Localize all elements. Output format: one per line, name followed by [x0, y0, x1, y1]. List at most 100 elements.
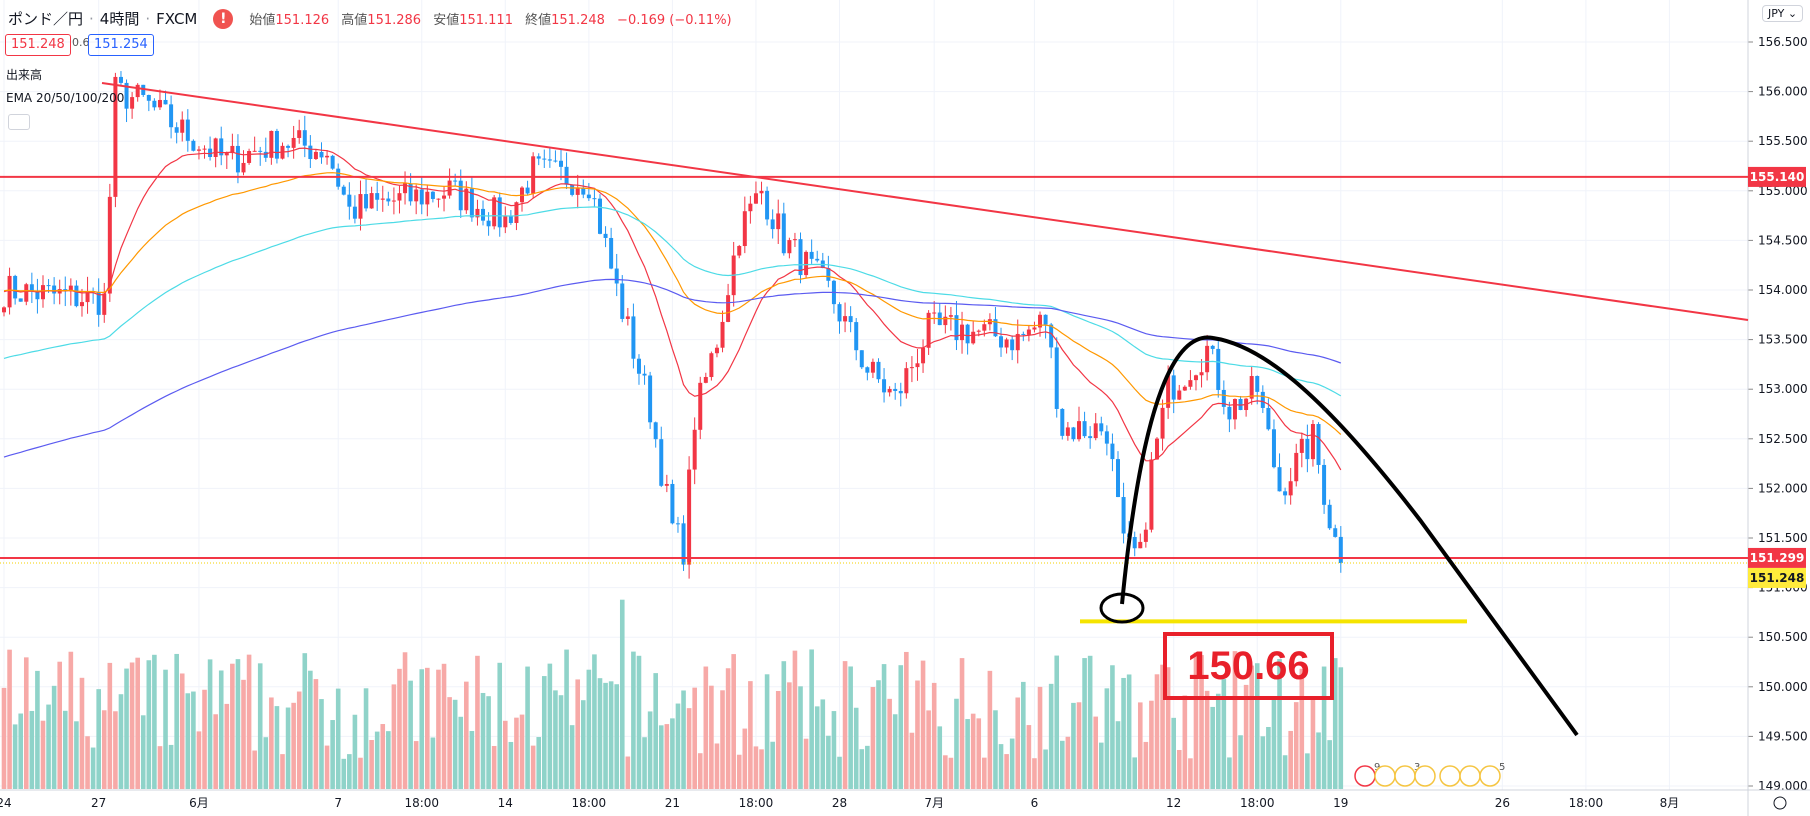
candle-body — [1210, 345, 1215, 349]
volume-bar — [909, 732, 915, 789]
volume-bar — [736, 754, 742, 789]
candle-body — [1121, 497, 1126, 534]
broker: FXCM — [156, 9, 198, 28]
candle-body — [514, 202, 519, 223]
candle-body — [208, 148, 213, 158]
volume-bar — [1327, 740, 1332, 789]
volume-bar — [586, 669, 592, 789]
candle-body — [146, 94, 151, 101]
candle-body — [408, 183, 413, 202]
candle-body — [581, 187, 586, 195]
volume-bar — [631, 651, 636, 789]
volume-bar — [213, 714, 218, 789]
candle-body — [553, 160, 558, 162]
interval[interactable]: 4時間 — [99, 10, 140, 28]
ema20-line — [3, 147, 1342, 471]
volume-bar — [291, 702, 296, 789]
volume-bar — [341, 758, 347, 789]
volume-bar — [285, 707, 291, 789]
candle-body — [46, 285, 51, 287]
candle-body — [687, 469, 692, 565]
economic-event-icon[interactable] — [1439, 765, 1461, 787]
volume-bar — [35, 670, 40, 789]
volume-bar — [1188, 758, 1193, 789]
volume-bar — [402, 652, 408, 789]
volume-bar — [241, 679, 246, 789]
candle-body — [1015, 333, 1020, 351]
volume-bar — [753, 746, 759, 789]
volume-bar — [1093, 716, 1099, 789]
ema100-line — [3, 206, 1342, 397]
candle-body — [1110, 443, 1115, 460]
economic-event-icon[interactable]: 5 — [1479, 762, 1505, 787]
volume-bar — [842, 661, 848, 789]
volume-bar — [558, 695, 564, 789]
economic-event-icon[interactable] — [1459, 765, 1481, 787]
event-count: 9 — [1374, 762, 1380, 773]
economic-event-icon[interactable]: 9 — [1354, 762, 1380, 787]
sell-button[interactable]: 151.248 — [5, 34, 71, 56]
candle-body — [302, 130, 307, 146]
candle-body — [453, 180, 458, 182]
volume-bar — [1043, 749, 1048, 789]
volume-bar — [892, 714, 898, 789]
candle-body — [247, 150, 252, 163]
candle-body — [597, 198, 602, 234]
candle-body — [213, 138, 218, 158]
volume-indicator-label[interactable]: 出来高 — [6, 68, 43, 82]
volume-bar — [1254, 663, 1260, 789]
volume-bar — [881, 664, 887, 789]
candle-body — [1060, 408, 1065, 436]
buy-button[interactable]: 151.254 — [88, 34, 154, 56]
economic-event-icon[interactable] — [1374, 765, 1396, 787]
candle-body — [709, 353, 714, 378]
volume-bar — [124, 668, 129, 789]
candle-body — [297, 130, 302, 138]
time-tick-label: 28 — [832, 796, 847, 810]
volume-bar — [775, 690, 781, 789]
ema-indicator-label[interactable]: EMA 20/50/100/200 — [6, 91, 125, 105]
candle-body — [430, 191, 435, 199]
volume-bar — [230, 663, 235, 789]
warning-icon[interactable]: ! — [213, 8, 234, 29]
symbol-name[interactable]: ポンド／円 — [8, 10, 84, 28]
volume-bar — [296, 691, 302, 789]
candle-body — [971, 331, 976, 344]
candle-body — [837, 304, 842, 322]
candle-body — [481, 208, 486, 221]
economic-event-icon[interactable] — [1414, 765, 1436, 787]
candle-body — [102, 293, 107, 315]
collapse-legend-button[interactable] — [8, 114, 30, 130]
price-tick-label: 153.500 — [1758, 333, 1808, 347]
volume-bar — [12, 724, 18, 789]
volume-bar — [1321, 666, 1327, 789]
volume-bar — [1305, 753, 1310, 789]
volume-bar — [280, 754, 285, 789]
price-tick-label: 152.000 — [1758, 481, 1808, 495]
volume-bar — [781, 661, 787, 789]
volume-bar — [920, 660, 926, 789]
volume-bar — [1282, 755, 1288, 789]
volume-bar — [1310, 699, 1316, 789]
candle-body — [1138, 541, 1143, 549]
candle-body — [1049, 324, 1054, 348]
candle-body — [653, 422, 658, 440]
volume-bar — [458, 716, 464, 789]
volume-bar — [1076, 702, 1082, 789]
volume-bar — [308, 670, 313, 789]
volume-bar — [335, 688, 341, 789]
candle-body — [898, 390, 903, 394]
candle-body — [948, 315, 953, 317]
volume-bar — [74, 721, 79, 789]
time-tick-label: 14 — [498, 796, 513, 810]
volume-bar — [1232, 651, 1238, 789]
candle-body — [737, 246, 742, 256]
volume-bar — [580, 700, 586, 789]
candle-body — [804, 251, 809, 276]
candle-body — [85, 291, 90, 303]
currency-select[interactable]: JPY ⌄ — [1762, 5, 1804, 22]
economic-event-icon[interactable]: 3 — [1394, 762, 1420, 787]
candle-body — [380, 198, 385, 200]
settings-gear-icon[interactable] — [1773, 796, 1787, 810]
